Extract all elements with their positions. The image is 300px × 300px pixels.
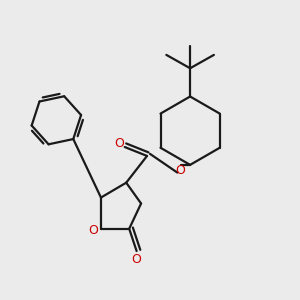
Text: O: O xyxy=(175,164,185,177)
Text: O: O xyxy=(132,254,142,266)
Text: O: O xyxy=(88,224,98,237)
Text: O: O xyxy=(114,137,124,150)
